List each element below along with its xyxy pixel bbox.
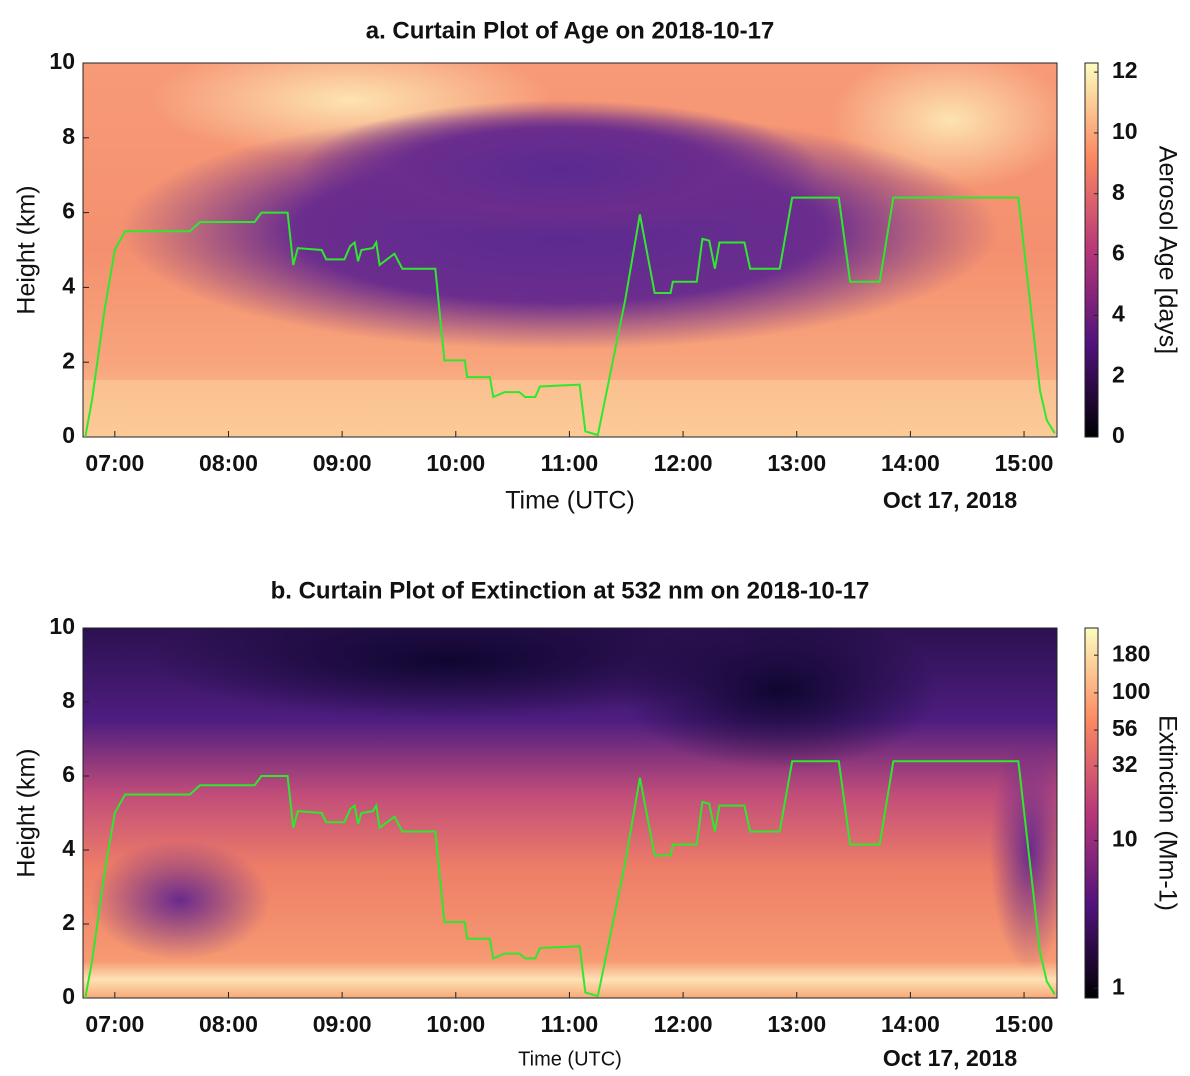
y-tick-label: 10 [49, 613, 75, 639]
y-tick-label: 2 [62, 347, 75, 373]
colorbar-tick-label: 32 [1112, 751, 1138, 777]
x-tick-label: 09:00 [313, 450, 372, 476]
x-tick-label: 11:00 [541, 450, 599, 476]
x-tick-label: 14:00 [881, 450, 940, 476]
colorbar-tick-label: 56 [1112, 715, 1138, 741]
flight-track [84, 196, 1056, 437]
x-axis-label: Time (UTC) [518, 1048, 622, 1070]
x-tick-label: 10:00 [426, 450, 485, 476]
x-tick-label: 08:00 [199, 450, 258, 476]
date-label: Oct 17, 2018 [883, 487, 1017, 513]
colorbar-tick-label: 100 [1112, 678, 1150, 704]
plot-frame [82, 627, 1058, 999]
colorbar-tick-label: 4 [1112, 300, 1125, 326]
flight-track [84, 760, 1056, 998]
x-tick-label: 09:00 [313, 1011, 372, 1037]
x-tick-label: 10:00 [426, 1011, 485, 1037]
plot-frame [82, 62, 1058, 438]
y-axis-label: Height (km) [13, 748, 41, 877]
colorbar-tick-label: 12 [1112, 57, 1138, 83]
colorbar-tick-label: 10 [1112, 118, 1138, 144]
colorbar-tick-label: 6 [1112, 240, 1125, 266]
y-tick-label: 10 [49, 48, 75, 74]
colorbar-label: Extinction (Mm-1) [1153, 715, 1181, 911]
colorbar-label: Aerosol Age [days] [1153, 146, 1181, 354]
x-axis-label: Time (UTC) [505, 487, 635, 515]
x-tick-label: 13:00 [767, 450, 826, 476]
colorbar-tick-label: 1 [1112, 973, 1125, 999]
y-tick-label: 4 [62, 835, 75, 861]
x-tick-label: 14:00 [881, 1011, 940, 1037]
colorbar-tick-label: 180 [1112, 640, 1150, 666]
heatmap-field [83, 628, 1057, 998]
y-axis-label: Height (km) [13, 185, 41, 314]
y-tick-label: 2 [62, 909, 75, 935]
colorbar [1084, 627, 1099, 999]
y-tick-label: 8 [62, 123, 75, 149]
x-tick-label: 12:00 [654, 450, 713, 476]
x-tick-label: 11:00 [541, 1011, 599, 1037]
y-tick-label: 0 [62, 422, 75, 448]
x-tick-label: 15:00 [995, 450, 1054, 476]
x-tick-label: 07:00 [85, 1011, 144, 1037]
x-tick-label: 15:00 [995, 1011, 1054, 1037]
colorbar-tick-label: 0 [1112, 422, 1125, 448]
date-label: Oct 17, 2018 [883, 1045, 1017, 1071]
y-tick-label: 6 [62, 198, 75, 224]
x-tick-label: 07:00 [85, 450, 144, 476]
heatmap-field [83, 63, 1057, 437]
y-tick-label: 4 [62, 272, 75, 298]
chart-title: b. Curtain Plot of Extinction at 532 nm … [271, 577, 870, 604]
y-tick-label: 6 [62, 761, 75, 787]
y-tick-label: 0 [62, 983, 75, 1009]
x-tick-label: 08:00 [199, 1011, 258, 1037]
colorbar-tick-label: 10 [1112, 826, 1138, 852]
y-tick-label: 8 [62, 687, 75, 713]
colorbar [1084, 62, 1099, 438]
x-tick-label: 13:00 [767, 1011, 826, 1037]
x-tick-label: 12:00 [654, 1011, 713, 1037]
colorbar-tick-label: 8 [1112, 179, 1125, 205]
chart-title: a. Curtain Plot of Age on 2018-10-17 [366, 17, 775, 44]
colorbar-tick-label: 2 [1112, 361, 1125, 387]
